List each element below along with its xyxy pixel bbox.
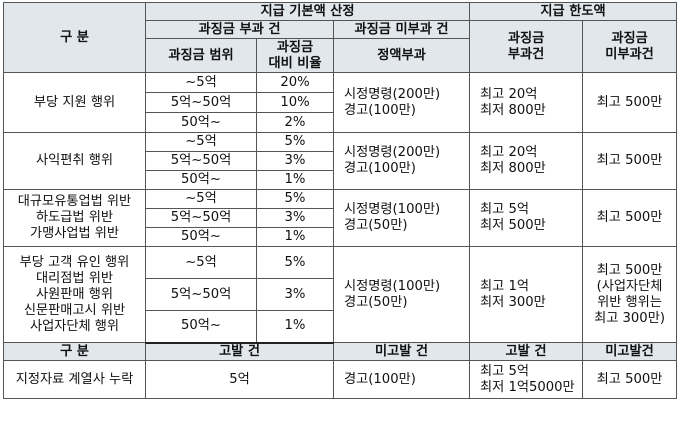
tier-ratio: 20% [256, 72, 334, 93]
tier-ratio: 1% [256, 170, 334, 190]
tier-ratio: 3% [256, 151, 334, 171]
tier-range: 50억~ [145, 227, 257, 247]
group-limit-not-applied: 최고 500만 [582, 72, 678, 133]
tier-range: 5억~50억 [145, 208, 257, 228]
tier-range: 50억~ [145, 170, 257, 190]
tier-range: 5억~50억 [145, 92, 257, 113]
footer-header-reported: 고발 건 [145, 342, 334, 361]
tier-range: ~5억 [145, 72, 257, 93]
group-fixed: 시정명령(100만) 경고(50만) [332, 246, 471, 343]
group-limit-not-applied: 최고 500만 [582, 189, 678, 247]
footer-category: 지정자료 계열사 누락 [3, 360, 146, 399]
group-limit-applied: 최고 1억 최저 300만 [469, 246, 584, 343]
header-limit-not-applied: 과징금 미부과건 [582, 20, 678, 73]
tier-range: 5억~50억 [145, 151, 257, 171]
header-fixed-amount: 정액부과 [332, 38, 471, 73]
header-basic-amount: 지급 기본액 산정 [144, 2, 471, 21]
group-category: 부당 지원 행위 [3, 72, 146, 133]
tier-ratio: 1% [256, 310, 334, 344]
tier-range: ~5억 [145, 189, 257, 209]
header-limit: 지급 한도액 [469, 2, 678, 21]
tier-ratio: 5% [256, 246, 334, 279]
tier-range: ~5억 [145, 246, 257, 279]
tier-ratio: 5% [256, 132, 334, 152]
footer-limit-not-reported: 최고 500만 [582, 360, 678, 399]
group-fixed: 시정명령(200만) 경고(100만) [332, 132, 471, 190]
header-limit-applied: 과징금 부과건 [469, 20, 584, 73]
group-fixed: 시정명령(100만) 경고(50만) [332, 189, 471, 247]
tier-range: 50억~ [145, 112, 257, 133]
footer-header-limit-not-reported: 미고발건 [582, 342, 678, 361]
header-surcharge-not-applied: 과징금 미부과 건 [332, 20, 471, 39]
group-limit-not-applied: 최고 500만 (사업자단체 위반 행위는 최고 300만) [582, 246, 678, 343]
footer-header-limit-reported: 고발 건 [469, 342, 584, 361]
group-category: 대규모유통업법 위반 하도급법 위반 가맹사업법 위반 [3, 189, 146, 247]
group-limit-applied: 최고 20억 최저 800만 [469, 132, 584, 190]
header-surcharge-ratio: 과징금 대비 비율 [256, 38, 334, 73]
reward-amount-table: 구 분 지급 기본액 산정 지급 한도액 과징금 부과 건 과징금 미부과 건 … [3, 2, 678, 399]
group-category: 사익편취 행위 [3, 132, 146, 190]
tier-range: 50억~ [145, 310, 257, 344]
tier-ratio: 2% [256, 112, 334, 133]
tier-ratio: 3% [256, 208, 334, 228]
footer-header-not-reported: 미고발 건 [332, 342, 471, 361]
header-surcharge-applied: 과징금 부과 건 [145, 20, 334, 39]
group-limit-applied: 최고 20억 최저 800만 [469, 72, 584, 133]
footer-header-category: 구 분 [3, 342, 146, 361]
footer-limit-reported: 최고 5억 최저 1억5000만 [469, 360, 584, 399]
tier-ratio: 3% [256, 278, 334, 311]
group-limit-applied: 최고 5억 최저 500만 [469, 189, 584, 247]
tier-ratio: 10% [256, 92, 334, 113]
group-category: 부당 고객 유인 행위 대리점법 위반 사원판매 행위 신문판매고시 위반 사업… [3, 246, 146, 343]
header-surcharge-range: 과징금 범위 [145, 38, 257, 73]
group-limit-not-applied: 최고 500만 [582, 132, 678, 190]
footer-reported: 5억 [145, 360, 334, 399]
group-fixed: 시정명령(200만) 경고(100만) [332, 72, 471, 133]
tier-range: 5억~50억 [145, 278, 257, 311]
header-category: 구 분 [3, 2, 146, 73]
tier-range: ~5억 [145, 132, 257, 152]
footer-not-reported: 경고(100만) [332, 360, 471, 399]
tier-ratio: 1% [256, 227, 334, 247]
tier-ratio: 5% [256, 189, 334, 209]
